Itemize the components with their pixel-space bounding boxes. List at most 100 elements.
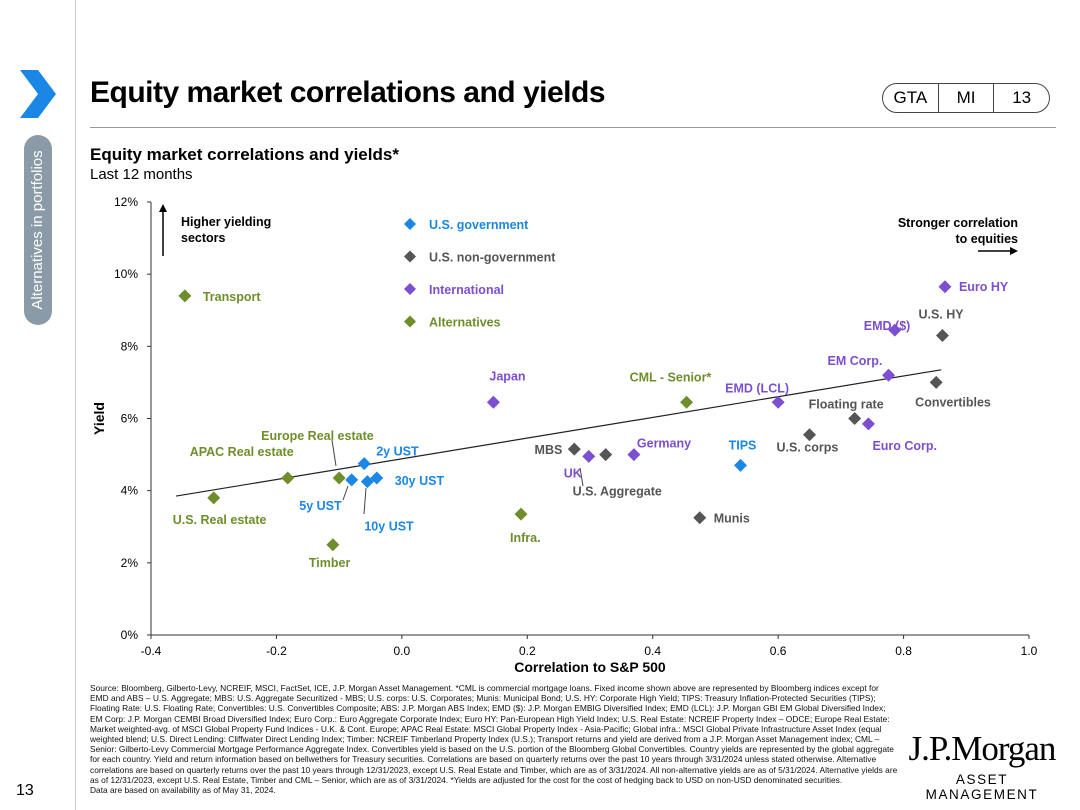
point-5y-ust [345,473,359,487]
annotation-stronger-corr-line1: Stronger correlation [898,216,1018,230]
point-label-tips: TIPS [729,438,757,452]
point-label-u-s-hy: U.S. HY [918,308,964,322]
x-tick-label: 0.6 [770,644,787,658]
legend-international: International [429,283,504,297]
chart-title: Equity market correlations and yields* [90,145,399,164]
legend-u-s-government: U.S. government [429,218,529,232]
point-label-floating-rate: Floating rate [809,398,884,412]
page-title: Equity market correlations and yields [90,76,606,109]
point-label-u-s-corps: U.S. corps [777,441,839,455]
point-label-germany: Germany [637,437,691,451]
point-germany [627,448,641,462]
point-label-u-s-aggregate: U.S. Aggregate [573,485,662,499]
point-label-2y-ust: 2y UST [376,445,419,459]
point-label-munis: Munis [714,512,750,526]
x-tick-label: -0.4 [141,644,162,658]
legend-u-s-government-icon [404,218,416,230]
legend-u-s-non-government-icon [404,250,416,263]
point-label-cml-senior: CML - Senior* [630,370,712,384]
y-tick-label: 4% [121,484,139,498]
x-tick-label: 1.0 [1021,644,1038,658]
annotation-higher-yield-line2: sectors [181,231,226,245]
x-tick-label: 0.2 [519,644,536,658]
point-10y-ust [360,475,374,489]
point-u-s-corps [803,428,816,442]
point-2y-ust [357,457,371,471]
x-tick-label: -0.2 [266,644,287,658]
point-label-japan: Japan [489,369,525,383]
point-floating-rate [848,412,862,425]
point-label-euro-hy: Euro HY [959,280,1009,294]
tab-group: GTA MI 13 [882,83,1050,113]
y-tick-label: 0% [121,628,139,642]
legend-alternatives: Alternatives [429,316,501,330]
point-emd [888,323,902,337]
y-axis-label: Yield [91,402,107,435]
sidebar-divider [75,0,76,810]
point-cml-senior [680,395,694,409]
point-label-convertibles: Convertibles [915,395,991,409]
point-label-europe-real-estate: Europe Real estate [261,429,374,443]
x-tick-label: 0.0 [394,644,411,658]
up-arrow-icon [159,204,167,212]
x-tick-label: 0.4 [644,644,661,658]
point-transport [178,289,192,303]
point-u-s-hy [935,329,949,343]
x-tick-label: 0.8 [895,644,912,658]
y-tick-label: 2% [121,556,139,570]
chevron-right-icon [20,70,56,118]
point-label-em-corp: EM Corp. [828,354,883,368]
leader-5y-ust [342,485,349,501]
tab-gta[interactable]: GTA [893,88,928,107]
y-tick-label: 12% [114,195,138,209]
point-label-mbs: MBS [535,443,563,457]
point-uk [582,449,596,463]
point-em-corp [882,368,896,382]
leader-europe-real-estate [331,439,337,467]
point-label-30y-ust: 30y UST [395,474,445,488]
tab-page[interactable]: 13 [993,84,1049,112]
point-munis [693,511,707,525]
chart-subtitle: Last 12 months [90,166,193,183]
annotation-higher-yield-line1: Higher yielding [181,215,271,229]
source-date: Data are based on availability as of May… [90,785,276,796]
point-infra [514,507,528,521]
point-label-transport: Transport [203,290,261,304]
page-number: 13 [16,782,34,799]
right-arrow-icon [1010,247,1018,255]
leader-10y-ust [363,487,367,515]
y-tick-label: 6% [121,412,139,426]
point-label-10y-ust: 10y UST [364,520,414,534]
legend-alternatives-icon [404,315,416,328]
point-label-u-s-real-estate: U.S. Real estate [173,513,267,527]
legend-u-s-non-government: U.S. non-government [429,251,556,265]
point-u-s-real-estate [207,491,221,505]
point-label-emd: EMD ($) [864,319,911,333]
source-note: Source: Bloomberg, Gilberto-Levy, NCREIF… [90,683,898,795]
y-tick-label: 10% [114,267,138,281]
y-tick-label: 8% [121,339,139,353]
point-label-infra: Infra. [510,531,541,545]
point-mbs [567,442,581,456]
scatter-chart: 0% 2% 4% 6% 8% 10% 12% -0.4 -0.2 0.0 0.2 0.4 0.6 0.8 1… [91,195,1038,675]
point-label-timber: Timber [309,556,351,570]
x-axis-label: Correlation to S&P 500 [514,659,666,675]
header-divider [90,127,1056,128]
tab-mi[interactable]: MI [937,84,994,112]
point-label-euro-corp: Euro Corp. [872,439,937,453]
point-europe-real-estate [332,471,346,485]
leader-u-s-aggregate [579,467,584,487]
logo-subtitle: ASSET MANAGEMENT [925,772,1039,802]
jpmorgan-logo: J.P.Morgan ASSET MANAGEMENT [906,729,1058,803]
logo-name: J.P.Morgan [908,729,1057,768]
point-euro-hy [938,280,952,294]
legend-international-icon [404,283,416,295]
point-30y-ust [370,471,384,485]
point-label-apac-real-estate: APAC Real estate [190,445,294,459]
annotation-stronger-corr-line2: to equities [955,232,1018,246]
point-tips [734,458,748,472]
point-emd-lcl [771,395,785,409]
point-japan [486,395,500,409]
point-euro-corp [861,417,875,431]
point-label-emd-lcl: EMD (LCL) [725,381,789,395]
